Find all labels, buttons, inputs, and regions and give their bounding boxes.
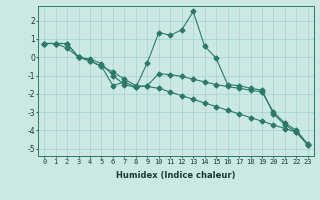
- X-axis label: Humidex (Indice chaleur): Humidex (Indice chaleur): [116, 171, 236, 180]
